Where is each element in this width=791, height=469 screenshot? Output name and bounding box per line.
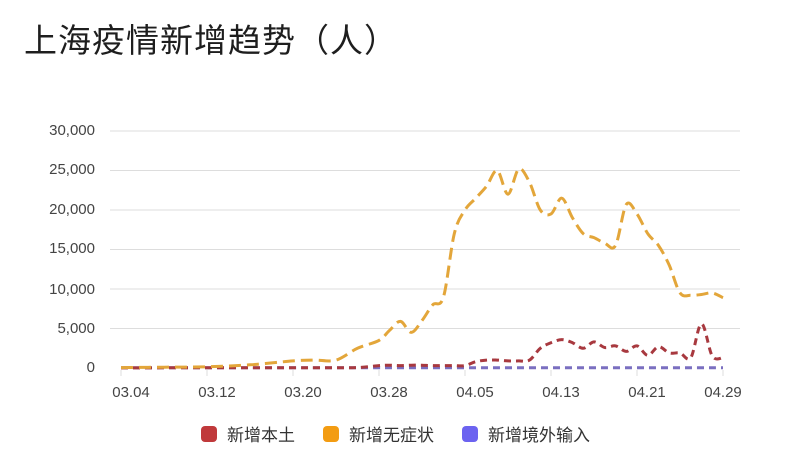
x-tick-label: 03.04 <box>112 384 150 401</box>
chart-title: 上海疫情新增趋势（人） <box>24 21 398 60</box>
legend-label: 新增无症状 <box>349 426 434 446</box>
x-tick-label: 03.20 <box>284 384 322 401</box>
y-tick-5000: 5,000 <box>57 320 95 337</box>
legend-swatch-local <box>201 425 217 442</box>
x-tick-label: 04.21 <box>628 384 666 401</box>
y-tick-30000: 30,000 <box>49 122 95 139</box>
legend-item-imported[interactable]: 新增境外输入 <box>462 421 590 446</box>
x-tick-marks <box>120 370 724 376</box>
legend-swatch-imported <box>462 425 478 442</box>
legend: 新增本土 新增无症状 新增境外输入 <box>0 421 791 446</box>
series-line-asymptomatic <box>120 167 724 370</box>
x-tick-label: 03.12 <box>198 384 236 401</box>
series-line-local <box>120 322 724 370</box>
y-tick-25000: 25,000 <box>49 161 95 178</box>
y-tick-10000: 10,000 <box>49 281 95 298</box>
gridlines <box>110 130 740 329</box>
x-tick-label: 03.28 <box>370 384 408 401</box>
x-tick-label: 04.05 <box>456 384 494 401</box>
y-tick-0: 0 <box>86 359 95 376</box>
legend-item-asymptomatic[interactable]: 新增无症状 <box>323 421 434 446</box>
y-tick-20000: 20,000 <box>49 201 95 218</box>
x-tick-label: 04.29 <box>704 384 742 401</box>
legend-label: 新增本土 <box>227 426 295 446</box>
legend-label: 新增境外输入 <box>488 426 590 446</box>
legend-item-local[interactable]: 新增本土 <box>201 421 295 446</box>
y-tick-15000: 15,000 <box>49 240 95 257</box>
x-tick-label: 04.13 <box>542 384 580 401</box>
legend-swatch-asymptomatic <box>323 425 339 442</box>
